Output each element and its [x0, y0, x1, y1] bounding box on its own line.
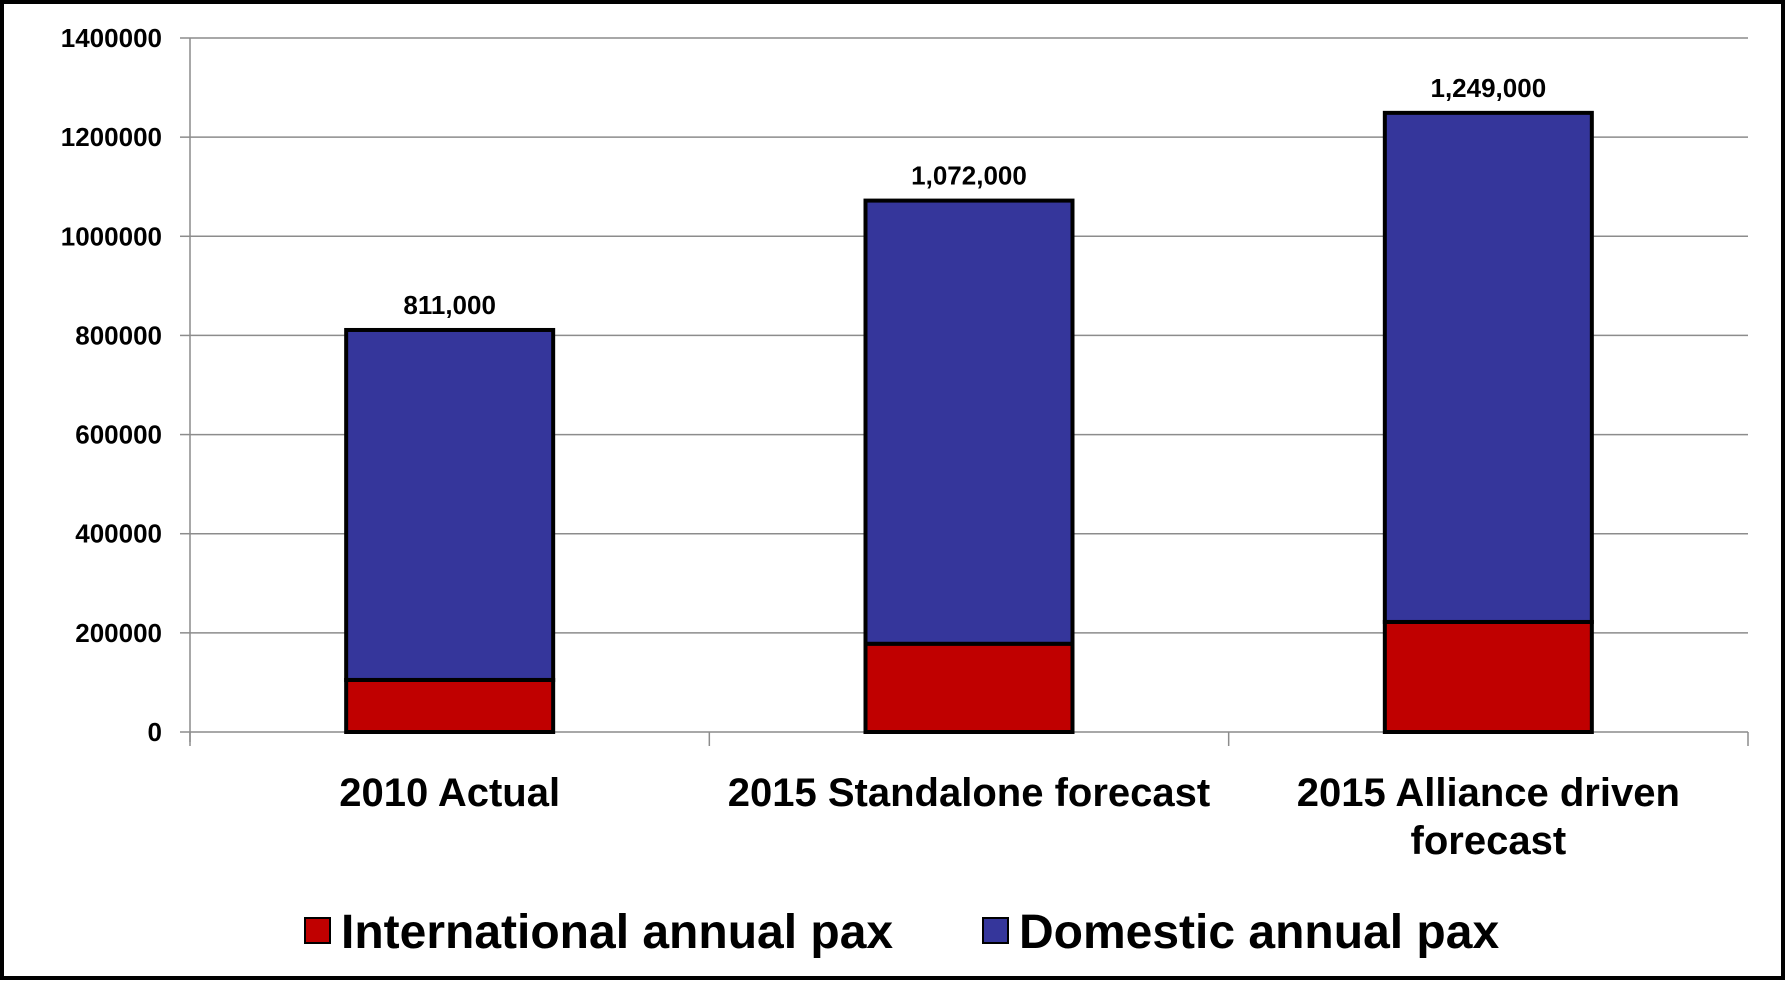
bar-total-label: 1,072,000 — [911, 161, 1027, 191]
category-label: 2010 Actual — [339, 771, 560, 815]
y-axis-tick-labels: 0 200000 400000 600000 800000 1000000 1200000 1… — [61, 23, 162, 747]
y-tick-label: 1400000 — [61, 23, 162, 53]
y-tick-label: 200000 — [75, 618, 162, 648]
bar-segment-international — [863, 641, 1075, 735]
bar-total-label: 811,000 — [403, 290, 496, 320]
legend: International annual pax Domestic annual … — [304, 906, 1499, 959]
total-labels: 811,000 1,072,000 1,249,000 — [403, 73, 1546, 320]
bar-segment-domestic — [863, 198, 1075, 646]
legend-label-international: International annual pax — [341, 906, 893, 959]
bar-total-label: 1,249,000 — [1430, 73, 1546, 103]
y-tick-label: 0 — [148, 717, 162, 747]
bar-segment-domestic — [344, 327, 556, 682]
legend-swatch-domestic — [982, 917, 1009, 944]
bars — [344, 110, 1594, 735]
legend-label-domestic: Domestic annual pax — [1019, 906, 1499, 959]
y-tick-label: 800000 — [75, 320, 162, 350]
y-tick-label: 1200000 — [61, 122, 162, 152]
y-tick-label: 1000000 — [61, 221, 162, 251]
y-tick-label: 600000 — [75, 420, 162, 450]
bar-segment-domestic — [1382, 110, 1594, 624]
legend-swatch-international — [304, 917, 331, 944]
x-axis-category-labels: 2010 Actual 2015 Standalone forecast 2015 … — [339, 771, 1680, 863]
bar-segment-international — [344, 677, 556, 735]
category-label: 2015 Standalone forecast — [728, 771, 1210, 815]
y-tick-label: 400000 — [75, 519, 162, 549]
category-label: 2015 Alliance driven forecast — [1297, 771, 1680, 863]
bar-segment-international — [1382, 619, 1594, 734]
